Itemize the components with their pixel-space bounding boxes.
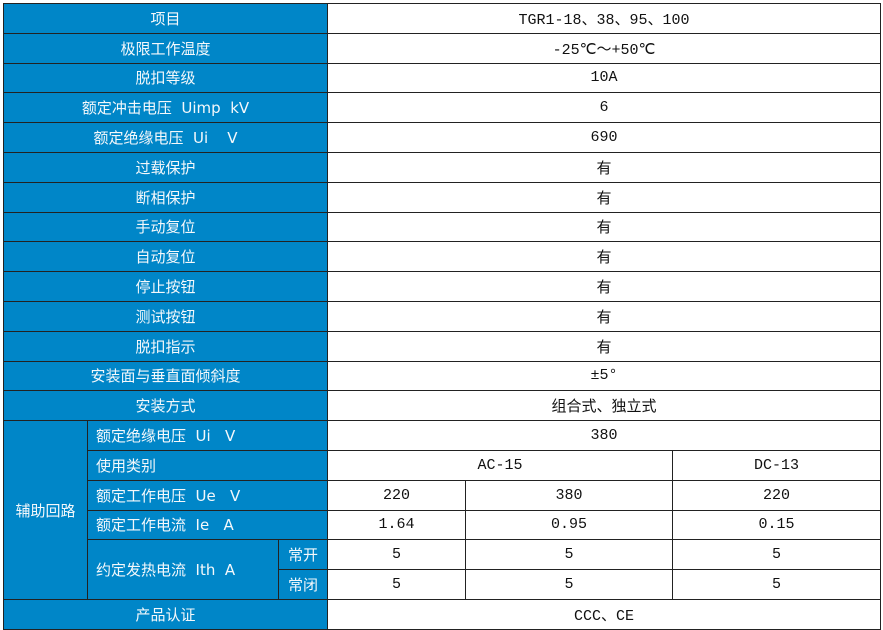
row-label: 额定工作电流 Ie A	[86, 509, 329, 541]
row-label: 停止按钮	[2, 271, 329, 302]
cell: 5	[672, 539, 882, 571]
row-value: 有	[327, 151, 882, 183]
cell: 220	[672, 479, 882, 511]
normally-open-label: 常开	[277, 539, 329, 571]
table-row: 脱扣等级 10A	[2, 62, 882, 94]
cell: 5	[327, 539, 467, 571]
row-label: 约定发热电流 Ith A	[87, 539, 279, 600]
aux-thermal-nc-row: 常闭 5 5 5	[4, 569, 882, 600]
table-row: 测试按钮有	[2, 300, 882, 332]
row-value: 380	[327, 420, 882, 451]
specification-table: 项目 TGR1-18、38、95、100 极限工作温度 -25℃～+50℃ 脱扣等级 10…	[2, 3, 882, 630]
table-row: 断相保护有	[2, 181, 882, 213]
cell: 0.15	[672, 509, 882, 541]
aux-group-label: 辅助回路	[3, 420, 88, 600]
row-label: 安装面与垂直面倾斜度	[2, 360, 329, 392]
row-value: 690	[327, 122, 882, 153]
row-label: 自动复位	[2, 241, 329, 273]
table-row: 极限工作温度 -25℃～+50℃	[2, 32, 882, 64]
table-row: 安装方式 组合式、独立式	[2, 390, 882, 422]
row-value: ±5°	[327, 360, 882, 392]
row-label: 项目	[2, 3, 329, 34]
row-label: 额定绝缘电压 Ui V	[86, 420, 329, 451]
row-value: 组合式、独立式	[327, 390, 882, 422]
aux-current-row: 额定工作电流 Ie A 1.64 0.95 0.15	[4, 509, 882, 541]
row-value: 有	[327, 330, 882, 362]
aux-thermal-no-row: 约定发热电流 Ith A 常开 5 5 5	[4, 539, 882, 600]
row-label: 测试按钮	[2, 300, 329, 332]
row-label: 脱扣等级	[2, 62, 329, 94]
normally-closed-label: 常闭	[277, 569, 329, 600]
row-label: 断相保护	[2, 181, 329, 213]
table-row: 过载保护有	[2, 151, 882, 183]
cell: 5	[327, 569, 467, 600]
row-label: 额定冲击电压 Uimp kV	[2, 92, 329, 124]
row-value: -25℃～+50℃	[327, 32, 882, 64]
cell: 380	[465, 479, 674, 511]
table-row: 额定冲击电压 Uimp kV 6	[2, 92, 882, 124]
row-value: 有	[327, 300, 882, 332]
row-label: 使用类别	[86, 449, 329, 481]
table-row: 安装面与垂直面倾斜度 ±5°	[2, 360, 882, 392]
row-value: CCC、CE	[327, 598, 882, 630]
row-label: 极限工作温度	[2, 32, 329, 64]
row-label: 过载保护	[2, 151, 329, 183]
ac-category: AC-15	[327, 449, 674, 481]
cell: 1.64	[327, 509, 467, 541]
table-row: 停止按钮有	[2, 271, 882, 302]
table-row: 自动复位有	[2, 241, 882, 273]
row-value: 有	[327, 211, 882, 243]
row-label: 产品认证	[2, 598, 329, 630]
cert-row: 产品认证 CCC、CE	[2, 598, 882, 630]
table-row: 额定绝缘电压 Ui V 690	[2, 122, 882, 153]
row-value: 6	[327, 92, 882, 124]
row-value: 10A	[327, 62, 882, 94]
row-label: 脱扣指示	[2, 330, 329, 362]
table-row: 项目 TGR1-18、38、95、100	[2, 3, 882, 34]
row-value: 有	[327, 271, 882, 302]
row-label: 安装方式	[2, 390, 329, 422]
row-value: TGR1-18、38、95、100	[327, 3, 882, 34]
aux-category-row: 使用类别 AC-15 DC-13	[4, 449, 882, 481]
dc-category: DC-13	[672, 449, 882, 481]
cell: 5	[465, 539, 674, 571]
cell: 220	[327, 479, 467, 511]
row-label: 手动复位	[2, 211, 329, 243]
row-value: 有	[327, 241, 882, 273]
row-label: 额定工作电压 Ue V	[86, 479, 329, 511]
aux-insulation-row: 辅助回路 额定绝缘电压 Ui V 380	[3, 420, 882, 600]
cell: 5	[465, 569, 674, 600]
aux-voltage-row: 额定工作电压 Ue V 220 380 220	[4, 479, 882, 511]
table-row: 手动复位有	[2, 211, 882, 243]
table-row: 脱扣指示有	[2, 330, 882, 362]
cell: 0.95	[465, 509, 674, 541]
row-label: 额定绝缘电压 Ui V	[2, 122, 329, 153]
cell: 5	[672, 569, 882, 600]
row-value: 有	[327, 181, 882, 213]
